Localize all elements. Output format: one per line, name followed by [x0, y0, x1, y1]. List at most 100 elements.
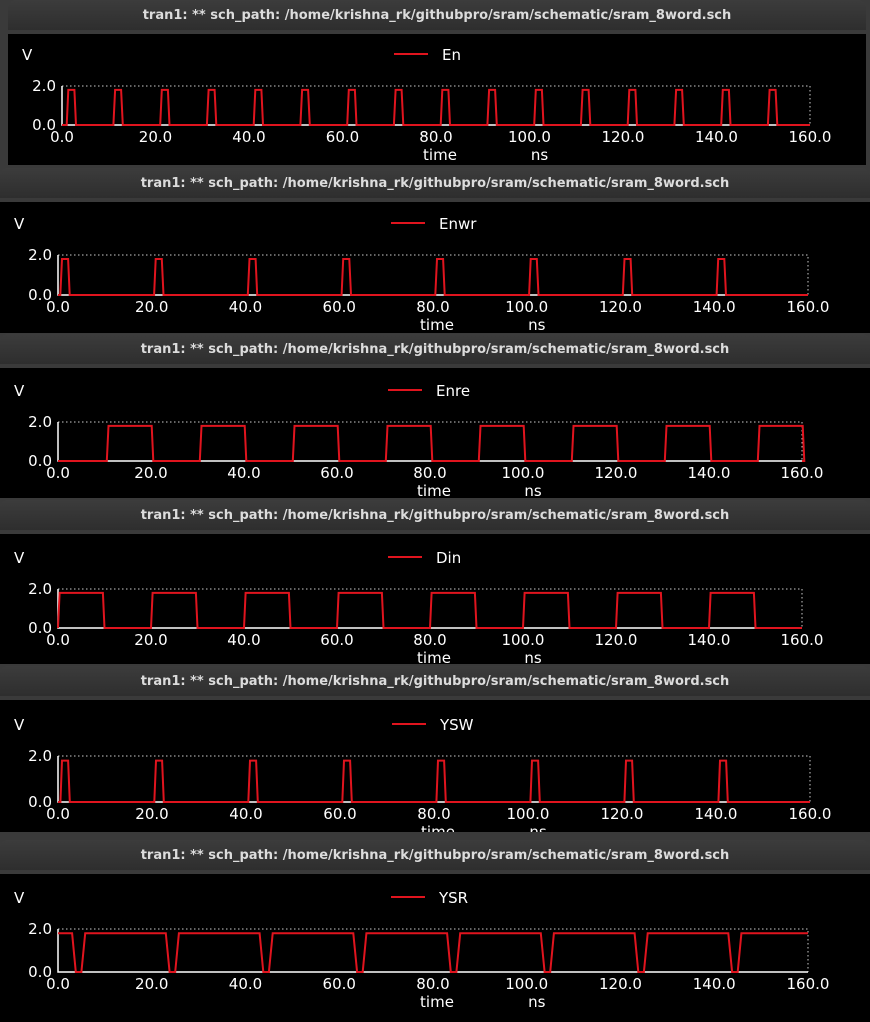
window-title-bar[interactable]: tran1: ** sch_path: /home/krishna_rk/git…	[8, 0, 866, 30]
x-tick-label: 0.0	[46, 805, 70, 823]
plot-area[interactable]: V YSR 2.0 0.0 0.0 20.0 40.0 60.0 80.0 100.0 120.0 1…	[0, 874, 870, 1022]
axes	[57, 929, 808, 973]
legend: YSW	[392, 716, 474, 734]
waveform-trace	[58, 932, 808, 973]
window-title-bar[interactable]: tran1: ** sch_path: /home/krishna_rk/git…	[0, 840, 870, 870]
x-axis-unit: ns	[529, 823, 547, 832]
x-tick-label: 100.0	[505, 298, 548, 316]
waveform-trace	[58, 424, 806, 462]
x-tick-label: 100.0	[505, 975, 548, 993]
axes	[61, 86, 810, 126]
x-tick-label: 120.0	[595, 631, 638, 649]
waveform-window-enre: tran1: ** sch_path: /home/krishna_rk/git…	[0, 334, 870, 498]
waveform-chart: V Din 2.0 0.00.0 20.0 40.0 60.0 80.0 100.0 120.0 1…	[14, 549, 823, 664]
x-tick-label: 20.0	[135, 975, 168, 993]
x-tick-label: 40.0	[229, 975, 262, 993]
legend-label: Enre	[436, 382, 470, 400]
grid-border	[58, 421, 803, 461]
x-tick-label: 40.0	[232, 128, 265, 146]
x-axis-label: time	[417, 482, 451, 498]
x-tick-label: 40.0	[227, 631, 260, 649]
axes	[57, 255, 808, 296]
x-tick-label: 60.0	[320, 464, 353, 482]
grid-border	[58, 755, 811, 802]
x-tick-label: 160.0	[789, 128, 832, 146]
window-title-bar[interactable]: tran1: ** sch_path: /home/krishna_rk/git…	[0, 168, 870, 198]
x-tick-label: 100.0	[507, 805, 550, 823]
y-unit-label: V	[14, 716, 25, 734]
plot-area[interactable]: V YSW 2.0 0.0 0.0 20.0 40.0 60.0 80.0 100.0 120.0 1…	[0, 700, 870, 832]
waveform-window-ysw: tran1: ** sch_path: /home/krishna_rk/git…	[0, 666, 870, 832]
x-axis-label: time	[420, 993, 454, 1011]
x-tick-label: 100.0	[502, 464, 545, 482]
axes	[57, 756, 810, 803]
y-tick-label: 0.0	[28, 286, 52, 304]
y-tick-label: 0.0	[28, 963, 52, 981]
x-tick-label: 140.0	[693, 975, 736, 993]
waveform-window-ysr: tran1: ** sch_path: /home/krishna_rk/git…	[0, 840, 870, 1022]
x-tick-label: 0.0	[46, 975, 70, 993]
x-tick-label: 60.0	[320, 631, 353, 649]
x-tick-label: 140.0	[695, 805, 738, 823]
plot-area[interactable]: V Din 2.0 0.0 0.0 20.0 40.0 60.0 80.0 100.0 120.0 1…	[0, 534, 870, 664]
x-tick-label: 160.0	[789, 805, 832, 823]
x-tick-label: 80.0	[413, 464, 446, 482]
x-axis-label: time	[423, 146, 457, 164]
y-tick-label: 2.0	[28, 747, 52, 765]
x-tick-label: 20.0	[134, 464, 167, 482]
legend-label: YSW	[439, 716, 474, 734]
waveform-window-enwr: tran1: ** sch_path: /home/krishna_rk/git…	[0, 168, 870, 333]
x-tick-label: 20.0	[139, 128, 172, 146]
waveform-chart: V Enre 2.0 0.00.0 20.0 40.0 60.0 80.0 100.0 120.0…	[14, 382, 824, 498]
x-tick-label: 20.0	[134, 631, 167, 649]
x-axis-unit: ns	[531, 146, 549, 164]
legend-label: En	[442, 46, 461, 64]
x-tick-label: 140.0	[695, 128, 738, 146]
plot-area[interactable]: V Enwr 2.0 0.0 0.0 20.0 40.0 60.0 80.0 100.0 120.0…	[0, 202, 870, 333]
x-tick-label: 120.0	[599, 298, 642, 316]
y-tick-label: 0.0	[28, 793, 52, 811]
plot-area[interactable]: V Enre 2.0 0.0 0.0 20.0 40.0 60.0 80.0 100.0 120.0…	[0, 368, 870, 498]
y-tick-label: 2.0	[28, 413, 52, 431]
waveform-chart: V YSW 2.0 0.00.0 20.0 40.0 60.0 80.0 100.0 120.0 1…	[14, 716, 832, 832]
y-tick-label: 2.0	[32, 77, 56, 95]
waveform-chart: V En 2.0 0.00.0 20.0 40.0 60.0 80.0 100.0 120.0 14…	[22, 46, 832, 164]
waveform-trace	[62, 88, 810, 126]
x-tick-label: 60.0	[323, 298, 356, 316]
x-tick-label: 0.0	[46, 464, 70, 482]
x-tick-label: 20.0	[135, 805, 168, 823]
grid-border	[58, 928, 809, 972]
y-tick-label: 2.0	[28, 920, 52, 938]
x-tick-label: 80.0	[419, 128, 452, 146]
y-unit-label: V	[22, 46, 33, 64]
legend: Enwr	[391, 215, 477, 233]
waveform-window-din: tran1: ** sch_path: /home/krishna_rk/git…	[0, 500, 870, 664]
y-tick-label: 0.0	[32, 116, 56, 134]
x-tick-label: 80.0	[417, 805, 450, 823]
x-tick-label: 80.0	[416, 975, 449, 993]
window-title-bar[interactable]: tran1: ** sch_path: /home/krishna_rk/git…	[0, 666, 870, 696]
x-axis-unit: ns	[524, 482, 542, 498]
x-axis-label: time	[420, 316, 454, 333]
x-tick-label: 60.0	[323, 975, 356, 993]
window-title-bar[interactable]: tran1: ** sch_path: /home/krishna_rk/git…	[0, 334, 870, 364]
x-tick-label: 160.0	[787, 975, 830, 993]
x-tick-label: 0.0	[46, 631, 70, 649]
legend: Din	[388, 549, 461, 567]
x-tick-label: 80.0	[416, 298, 449, 316]
legend-label: YSR	[438, 889, 468, 907]
x-tick-label: 60.0	[323, 805, 356, 823]
legend-label: Din	[436, 549, 461, 567]
grid-border	[58, 254, 809, 295]
plot-area[interactable]: V En 2.0 0.0 0.0 20.0 40.0 60.0 80.0 100.0 120.0 14…	[8, 34, 866, 165]
x-axis-unit: ns	[528, 993, 546, 1011]
y-unit-label: V	[14, 889, 25, 907]
grid-border	[62, 85, 811, 125]
x-tick-label: 160.0	[787, 298, 830, 316]
y-tick-label: 0.0	[28, 619, 52, 637]
window-title-bar[interactable]: tran1: ** sch_path: /home/krishna_rk/git…	[0, 500, 870, 530]
x-tick-label: 100.0	[508, 128, 551, 146]
x-tick-label: 120.0	[601, 805, 644, 823]
legend-label: Enwr	[439, 215, 477, 233]
x-tick-label: 160.0	[781, 464, 824, 482]
